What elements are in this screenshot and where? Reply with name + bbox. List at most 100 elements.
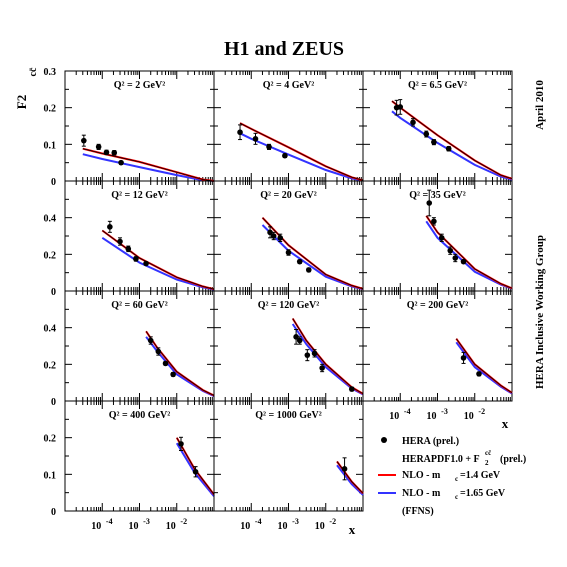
legend-fit-tail: (prel.): [500, 454, 526, 465]
data-point: [103, 149, 110, 156]
x-tick-label-exp: -4: [404, 407, 411, 416]
panel-10: Q² = 1000 GeV²: [213, 400, 364, 512]
nlo-red-line: [455, 338, 513, 394]
y-tick-label: 0.2: [44, 104, 57, 115]
y-tick-label: 0: [51, 177, 56, 188]
y-tick-label: 0.4: [44, 324, 57, 335]
data-point: [305, 267, 312, 273]
panel-q2-label: Q² = 4 GeV²: [263, 80, 314, 91]
nlo-blue-line: [425, 220, 513, 290]
x-tick-label: 10: [129, 521, 139, 532]
legend: HERA (prel.) HERAPDF1.0 + F 2 cc̄ (prel.) NLO…: [378, 436, 526, 517]
nlo-red-line: [239, 122, 364, 182]
fit-line: [292, 318, 364, 395]
x-tick-label-exp: -2: [329, 517, 336, 526]
legend-scheme-label: (FFNS): [402, 506, 434, 517]
data-point: [270, 233, 277, 239]
data-point: [125, 246, 132, 252]
y-tick-label: 0: [51, 287, 56, 298]
x-tick-label-exp: -4: [106, 517, 113, 526]
data-point: [143, 260, 149, 267]
panel-q2-label: Q² = 200 GeV²: [407, 300, 468, 311]
x-tick-label-exp: -2: [478, 407, 485, 416]
panel-0: Q² = 2 GeV²: [64, 70, 215, 182]
y-tick-label: 0.3: [44, 67, 57, 78]
data-point: [267, 229, 273, 236]
data-point: [277, 235, 284, 241]
chart-title: H1 and ZEUS: [224, 38, 344, 60]
panel-9: Q² = 400 GeV²: [64, 400, 215, 512]
data-point: [285, 249, 292, 256]
y-axis-label-sup: cc̄: [28, 67, 39, 76]
data-point: [296, 258, 303, 265]
x-tick-label-exp: -4: [255, 517, 262, 526]
fit-line: [145, 331, 215, 396]
panel-2: Q² = 6.5 GeV²: [362, 70, 513, 182]
y-tick-label: 0.4: [44, 214, 57, 225]
y-tick-label: 0.2: [44, 434, 57, 445]
data-point: [192, 468, 199, 475]
y-tick-label: 0.2: [44, 250, 57, 261]
data-point: [178, 441, 184, 447]
data-point: [341, 466, 348, 472]
fit-line: [82, 148, 215, 182]
x-tick-label: 10: [427, 411, 437, 422]
nlo-red-line: [391, 100, 513, 180]
x-tick-label-exp: -2: [180, 517, 187, 526]
y-tick-label: 0: [51, 397, 56, 408]
data-point: [304, 352, 311, 358]
legend-nlo-blue-val: =1.65 GeV: [460, 488, 506, 499]
data-point: [460, 258, 467, 265]
data-point: [447, 247, 454, 254]
legend-fit-sub: 2: [485, 459, 489, 467]
data-point: [155, 348, 162, 355]
data-point: [133, 256, 139, 262]
nlo-blue-line: [336, 464, 364, 496]
x-tick-label: 10: [240, 521, 250, 532]
fit-line: [391, 100, 513, 180]
panel-q2-label: Q² = 12 GeV²: [111, 190, 167, 201]
data-point: [237, 129, 243, 136]
data-point: [476, 371, 482, 377]
data-point: [431, 139, 437, 145]
legend-nlo-red-val: =1.4 GeV: [460, 470, 501, 481]
x-axis-label: x: [349, 522, 356, 537]
panel-q2-label: Q² = 35 GeV²: [409, 190, 465, 201]
panel-q2-label: Q² = 6.5 GeV²: [408, 80, 467, 91]
x-tick-label: 10: [166, 521, 176, 532]
data-point: [397, 104, 404, 110]
y-tick-label: 0.2: [44, 360, 57, 371]
nlo-red-line: [425, 215, 513, 290]
data-point: [460, 355, 467, 361]
data-point: [445, 145, 452, 152]
legend-fit-sup: cc̄: [485, 449, 492, 457]
y-tick-label: 0.1: [44, 140, 57, 151]
panel-q2-label: Q² = 60 GeV²: [111, 300, 167, 311]
legend-fit-label: HERAPDF1.0 + F: [402, 454, 480, 465]
data-point: [319, 365, 325, 371]
y-tick-label: 0.1: [44, 470, 57, 481]
data-point: [107, 224, 113, 230]
panel-q2-label: Q² = 2 GeV²: [114, 80, 165, 91]
data-point: [252, 136, 259, 142]
data-point: [266, 144, 272, 150]
panel-8: Q² = 200 GeV²: [362, 290, 513, 402]
x-tick-label-exp: -3: [143, 517, 150, 526]
data-point: [162, 360, 169, 367]
panel-q2-label: Q² = 1000 GeV²: [255, 410, 321, 421]
legend-nlo-red-label: NLO - m: [402, 470, 441, 481]
x-tick-label: 10: [91, 521, 101, 532]
fit-line: [176, 437, 215, 495]
fit-line: [425, 215, 513, 289]
data-point: [117, 238, 123, 245]
data-point: [431, 218, 437, 225]
panel-q2-label: Q² = 400 GeV²: [109, 410, 170, 421]
x-axis-label: x: [502, 416, 509, 431]
x-tick-label-exp: -3: [441, 407, 448, 416]
y-axis-label-main: F2: [14, 95, 29, 109]
nlo-blue-line: [391, 110, 513, 181]
legend-data-label: HERA (prel.): [402, 436, 459, 447]
panel-6: Q² = 60 GeV²: [64, 290, 215, 402]
legend-nlo-blue-label: NLO - m: [402, 488, 441, 499]
